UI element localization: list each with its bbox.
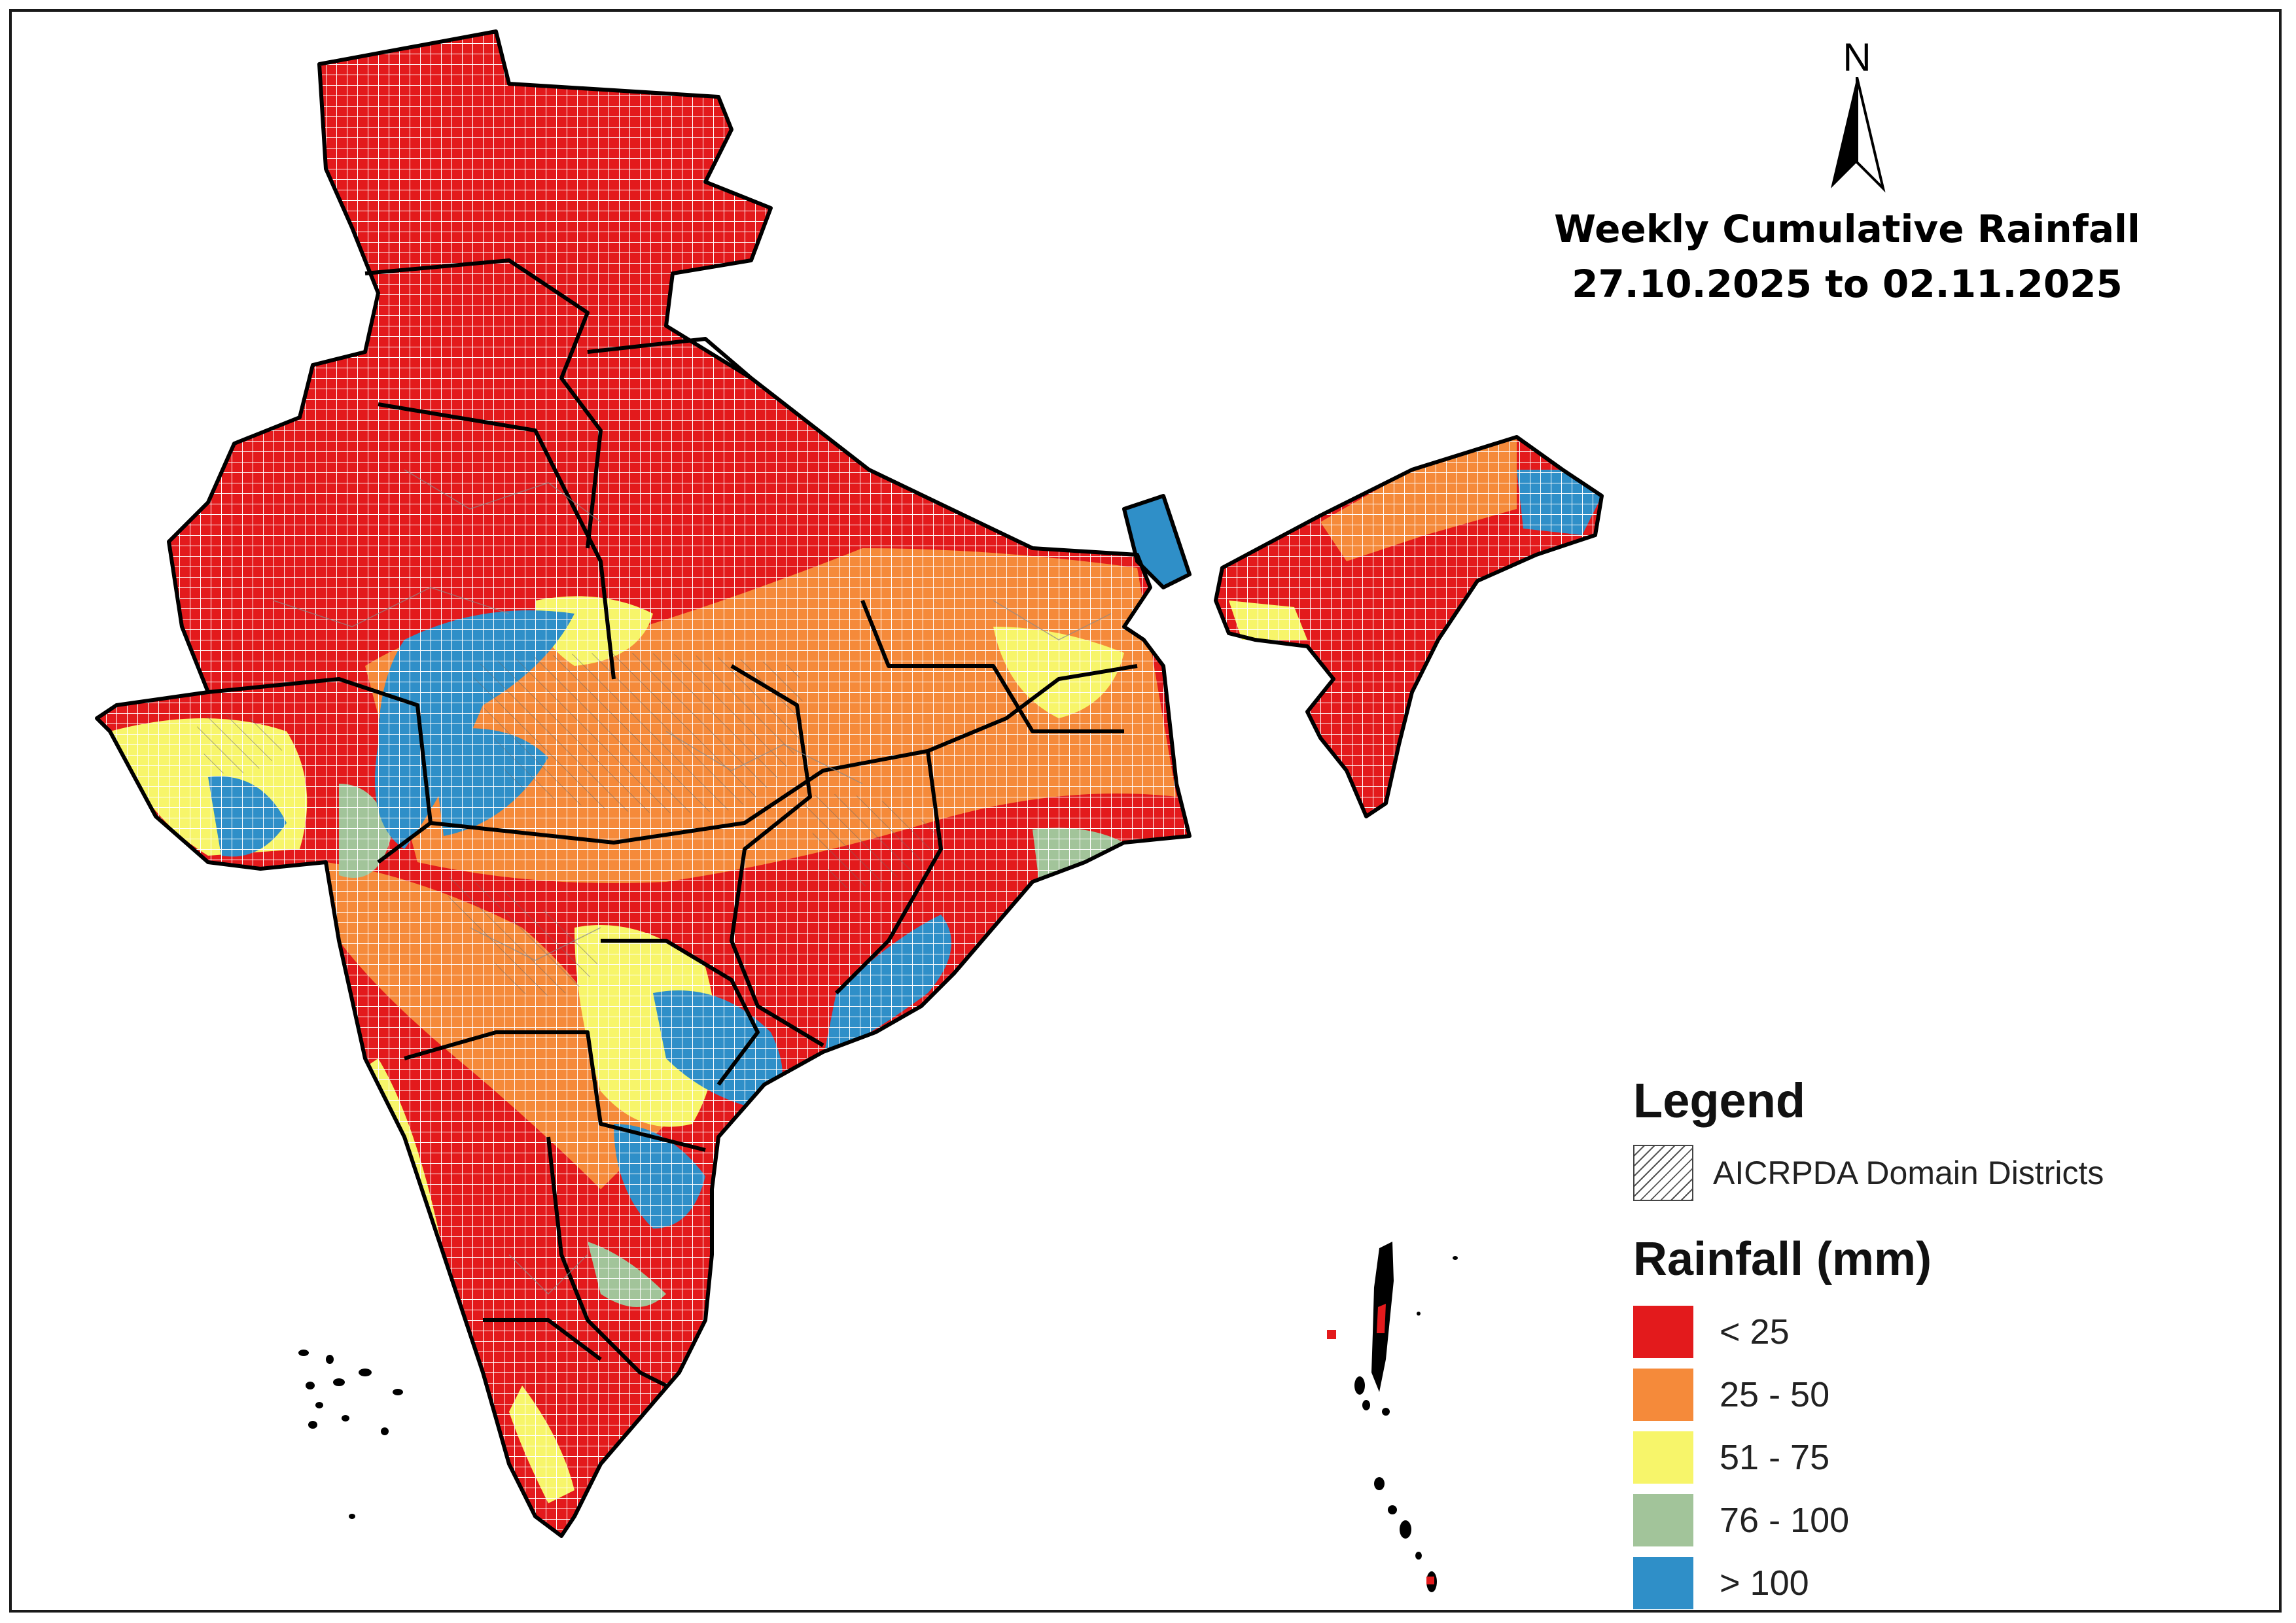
legend-hatch-row: AICRPDA Domain Districts: [1633, 1145, 2222, 1201]
class-label-lt25: < 25: [1720, 1312, 1790, 1352]
state-boundaries: [97, 31, 1604, 1536]
class-swatch-lt25: [1633, 1306, 1693, 1358]
district-lines: [273, 469, 1112, 1295]
lakshadweep-islands: [298, 1350, 403, 1519]
class-swatch-gt100: [1633, 1557, 1693, 1609]
map-title: Weekly Cumulative Rainfall 27.10.2025 to…: [1504, 201, 2191, 311]
hatch-label: AICRPDA Domain Districts: [1713, 1155, 2104, 1191]
north-label: N: [1843, 35, 1871, 79]
north-arrow-icon: [1831, 77, 1886, 193]
rainfall-class-row: 25 - 50: [1633, 1363, 2222, 1426]
class-label-51-75: 51 - 75: [1720, 1438, 1830, 1477]
class-swatch-76-100: [1633, 1494, 1693, 1546]
class-label-25-50: 25 - 50: [1720, 1375, 1830, 1414]
legend-heading: Legend: [1633, 1073, 1806, 1128]
rainfall-class-row: < 25: [1633, 1300, 2222, 1363]
rainfall-class-row: 51 - 75: [1633, 1426, 2222, 1489]
rainfall-class-list: < 25 25 - 50 51 - 75 76 - 100 > 100: [1633, 1300, 2222, 1614]
rainfall-heading: Rainfall (mm): [1633, 1233, 1932, 1285]
class-label-76-100: 76 - 100: [1720, 1501, 1850, 1540]
rainfall-class-row: > 100: [1633, 1552, 2222, 1614]
map-title-dates: 27.10.2025 to 02.11.2025: [1572, 262, 2123, 306]
map-frame: N Weekly Cumulative Rainfall 27.10.2025 …: [9, 9, 2282, 1613]
class-swatch-25-50: [1633, 1369, 1693, 1421]
hatch-swatch-icon: [1633, 1145, 1693, 1201]
north-arrow: N: [1818, 38, 1896, 198]
rainfall-class-row: 76 - 100: [1633, 1489, 2222, 1552]
class-label-gt100: > 100: [1720, 1563, 1809, 1603]
india-rainfall-map: [12, 12, 1604, 1592]
class-swatch-51-75: [1633, 1431, 1693, 1484]
map-title-line1: Weekly Cumulative Rainfall: [1554, 207, 2140, 251]
andaman-nicobar-islands: [1327, 1242, 1458, 1592]
legend: Legend AICRPDA Domain Districts Rainfall…: [1633, 1072, 2222, 1614]
